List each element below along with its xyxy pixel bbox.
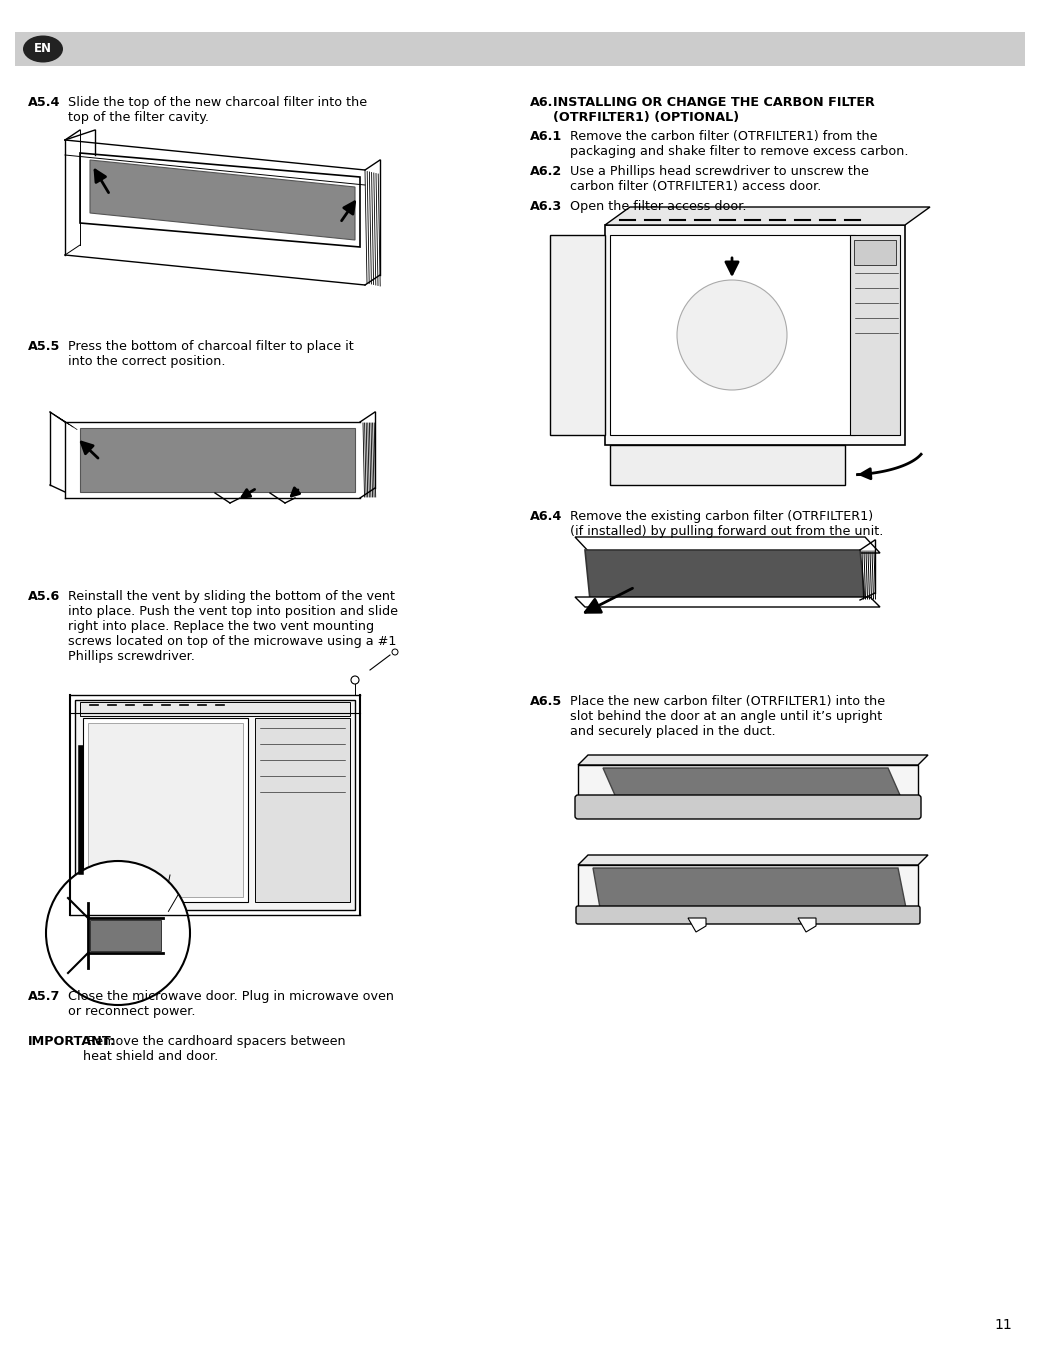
Bar — [610, 235, 855, 434]
Polygon shape — [550, 235, 605, 434]
Text: A6.: A6. — [530, 96, 554, 109]
Polygon shape — [603, 768, 903, 803]
Polygon shape — [605, 206, 930, 225]
Text: A5.5: A5.5 — [28, 340, 60, 353]
Text: A5.4: A5.4 — [28, 96, 60, 109]
Polygon shape — [90, 920, 161, 951]
Bar — [605, 225, 905, 445]
Text: Press the bottom of charcoal filter to place it
into the correct position.: Press the bottom of charcoal filter to p… — [68, 340, 354, 368]
Text: EN: EN — [34, 43, 52, 55]
Ellipse shape — [23, 35, 64, 62]
Text: 11: 11 — [994, 1318, 1012, 1331]
Bar — [578, 865, 918, 915]
Text: INSTALLING OR CHANGE THE CARBON FILTER
(OTRFILTER1) (OPTIONAL): INSTALLING OR CHANGE THE CARBON FILTER (… — [553, 96, 874, 124]
Polygon shape — [593, 867, 906, 908]
Bar — [854, 240, 896, 264]
Text: A6.2: A6.2 — [530, 165, 562, 178]
FancyBboxPatch shape — [575, 795, 921, 819]
Polygon shape — [798, 919, 816, 932]
Bar — [255, 718, 350, 902]
Text: A5.6: A5.6 — [28, 590, 60, 603]
Polygon shape — [90, 161, 355, 240]
Text: Close the microwave door. Plug in microwave oven
or reconnect power.: Close the microwave door. Plug in microw… — [68, 990, 393, 1018]
Polygon shape — [578, 855, 928, 865]
Polygon shape — [575, 598, 880, 607]
Text: A5.7: A5.7 — [28, 990, 60, 1004]
Text: Slide the top of the new charcoal filter into the
top of the filter cavity.: Slide the top of the new charcoal filter… — [68, 96, 367, 124]
Text: A6.3: A6.3 — [530, 200, 562, 213]
Text: A6.5: A6.5 — [530, 695, 562, 708]
Bar — [15, 32, 1025, 66]
FancyBboxPatch shape — [576, 907, 920, 924]
Text: Remove the cardhoard spacers between
heat shield and door.: Remove the cardhoard spacers between hea… — [83, 1035, 346, 1063]
Bar — [850, 235, 900, 434]
Text: A6.4: A6.4 — [530, 510, 562, 523]
Bar — [88, 723, 243, 897]
Text: Open the filter access door.: Open the filter access door. — [570, 200, 746, 213]
Circle shape — [46, 861, 191, 1005]
Bar — [578, 765, 918, 805]
Circle shape — [677, 281, 787, 390]
Text: Remove the existing carbon filter (OTRFILTER1)
(if installed) by pulling forward: Remove the existing carbon filter (OTRFI… — [570, 510, 884, 538]
Polygon shape — [585, 550, 865, 600]
Polygon shape — [80, 428, 355, 492]
Polygon shape — [688, 919, 706, 932]
Polygon shape — [578, 755, 928, 765]
Text: IMPORTANT:: IMPORTANT: — [28, 1035, 117, 1048]
Text: Reinstall the vent by sliding the bottom of the vent
into place. Push the vent t: Reinstall the vent by sliding the bottom… — [68, 590, 398, 662]
Text: Use a Phillips head screwdriver to unscrew the
carbon filter (OTRFILTER1) access: Use a Phillips head screwdriver to unscr… — [570, 165, 869, 193]
Bar — [83, 718, 248, 902]
Bar — [80, 701, 350, 716]
Text: A6.1: A6.1 — [530, 130, 562, 143]
Text: Remove the carbon filter (OTRFILTER1) from the
packaging and shake filter to rem: Remove the carbon filter (OTRFILTER1) fr… — [570, 130, 909, 158]
Polygon shape — [575, 537, 880, 553]
Text: Place the new carbon filter (OTRFILTER1) into the
slot behind the door at an ang: Place the new carbon filter (OTRFILTER1)… — [570, 695, 885, 738]
Polygon shape — [610, 445, 845, 486]
Bar — [75, 700, 355, 911]
